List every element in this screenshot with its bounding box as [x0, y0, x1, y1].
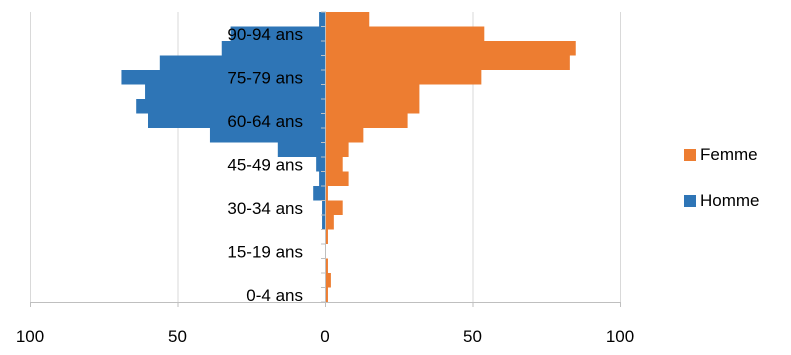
- bar-femme-25-29-ans: [325, 215, 334, 230]
- category-label-60-64-ans: 60-64 ans: [227, 112, 303, 131]
- bar-homme-75-79-ans: [121, 70, 325, 85]
- bar-femme-85-89-ans: [325, 41, 576, 56]
- bar-homme-65-69-ans: [136, 99, 325, 114]
- bar-homme-70-74-ans: [145, 84, 325, 99]
- category-label-0-4-ans: 0-4 ans: [246, 286, 303, 305]
- bar-homme-25-29-ans: [322, 215, 325, 230]
- legend-swatch-homme: [684, 195, 696, 207]
- x-tick-label-2: 0: [320, 327, 329, 346]
- bar-femme-35-39-ans: [325, 186, 328, 201]
- axes: [30, 11, 621, 307]
- bar-homme-55-59-ans: [209, 128, 325, 143]
- legend-label-homme: Homme: [700, 191, 760, 210]
- bar-femme-60-64-ans: [325, 113, 408, 128]
- legend-label-femme: Femme: [700, 145, 758, 164]
- bar-homme-40-44-ans: [319, 171, 325, 186]
- bar-homme-80-84-ans: [159, 55, 325, 70]
- bar-femme-90-94-ans: [325, 26, 485, 41]
- category-label-30-34-ans: 30-34 ans: [227, 199, 303, 218]
- bar-femme-20-24-ans: [325, 229, 328, 244]
- bar-femme-10-14-ans: [325, 258, 328, 273]
- bar-femme-40-44-ans: [325, 171, 349, 186]
- bar-homme-85-89-ans: [221, 41, 325, 56]
- category-label-15-19-ans: 15-19 ans: [227, 242, 303, 261]
- bar-femme-5-9-ans: [325, 273, 331, 288]
- bar-homme-95+-ans: [319, 12, 325, 27]
- x-tick-label-4: 100: [606, 327, 634, 346]
- bar-homme-35-39-ans: [313, 186, 325, 201]
- category-label-45-49-ans: 45-49 ans: [227, 155, 303, 174]
- legend-swatch-femme: [684, 149, 696, 161]
- bar-femme-30-34-ans: [325, 200, 343, 215]
- legend: Femme Homme: [684, 145, 760, 210]
- category-label-75-79-ans: 75-79 ans: [227, 68, 303, 87]
- bar-homme-30-34-ans: [322, 200, 325, 215]
- bar-femme-0-4-ans: [325, 287, 328, 302]
- bars: [121, 12, 576, 302]
- bar-femme-45-49-ans: [325, 157, 343, 172]
- bar-homme-45-49-ans: [316, 157, 325, 172]
- bar-femme-65-69-ans: [325, 99, 420, 114]
- x-tick-label-1: 50: [168, 327, 187, 346]
- x-tick-labels: 100 50 0 50 100: [16, 327, 634, 346]
- x-tick-label-0: 100: [16, 327, 44, 346]
- bar-homme-90-94-ans: [230, 26, 325, 41]
- bar-femme-75-79-ans: [325, 70, 482, 85]
- category-label-90-94-ans: 90-94 ans: [227, 25, 303, 44]
- bar-femme-55-59-ans: [325, 128, 364, 143]
- x-tick-label-3: 50: [463, 327, 482, 346]
- bar-femme-50-54-ans: [325, 142, 349, 157]
- bar-femme-80-84-ans: [325, 55, 570, 70]
- bar-homme-60-64-ans: [148, 113, 325, 128]
- bar-femme-95+-ans: [325, 12, 370, 27]
- bar-homme-50-54-ans: [277, 142, 325, 157]
- category-labels: 0-4 ans 15-19 ans 30-34 ans 45-49 ans 60-64 …: [227, 25, 303, 305]
- bar-femme-70-74-ans: [325, 84, 420, 99]
